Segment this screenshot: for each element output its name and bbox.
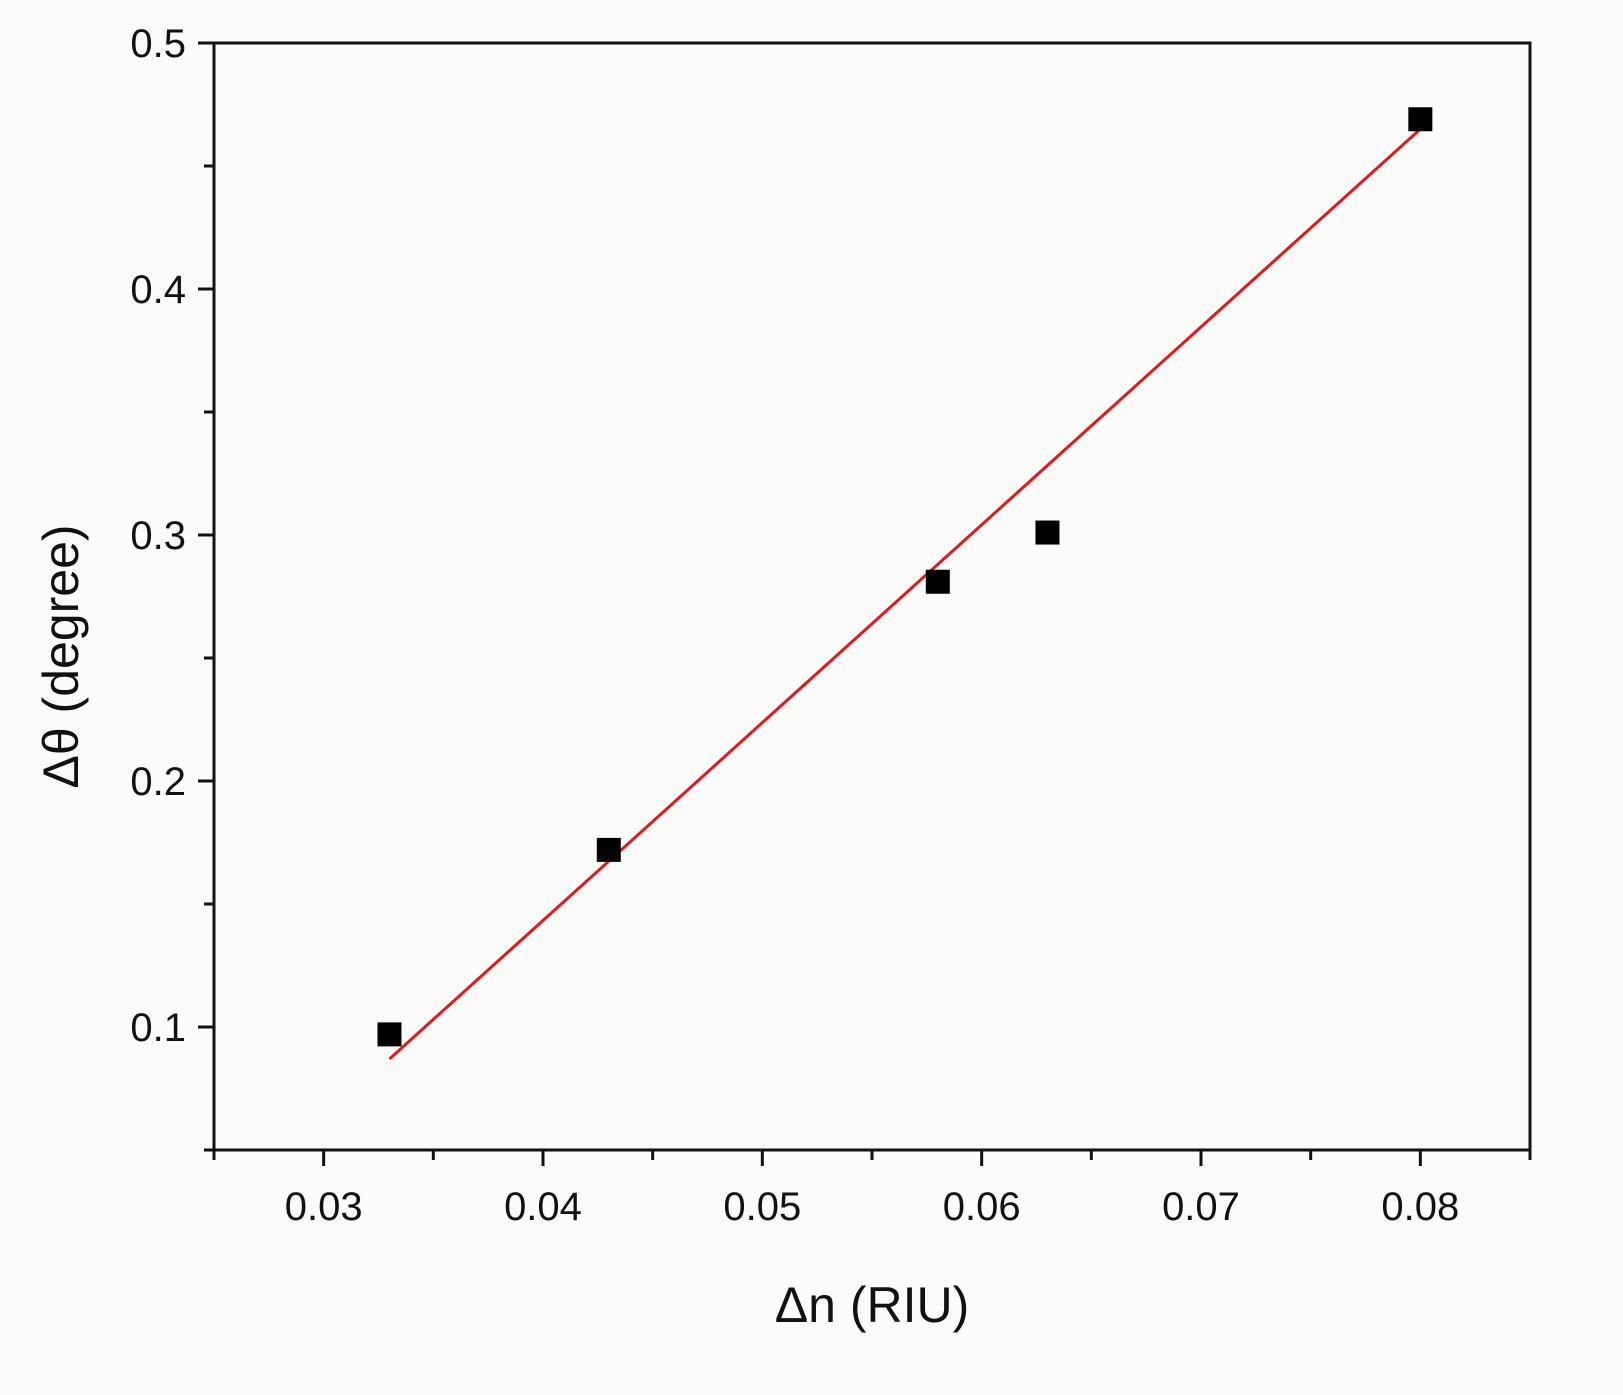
fit-line xyxy=(388,127,1422,1061)
y-tick-label: 0.2 xyxy=(130,760,186,804)
axes: 0.03 0.04 0.05 0.06 0.07 0.08 0.1 0.2 0.3 0.4 0.5 xyxy=(130,22,1532,1229)
y-axis-label: Δθ (degree) xyxy=(33,524,89,788)
y-tick-label: 0.5 xyxy=(130,22,186,66)
data-point xyxy=(377,1022,402,1047)
fit-line-group xyxy=(388,127,1422,1061)
data-point xyxy=(1408,107,1433,132)
data-points xyxy=(377,107,1433,1047)
y-tick-label: 0.1 xyxy=(130,1006,186,1050)
y-tick-label: 0.3 xyxy=(130,514,186,558)
x-tick-label: 0.08 xyxy=(1381,1185,1459,1229)
x-tick-label: 0.04 xyxy=(504,1185,582,1229)
x-tick-label: 0.06 xyxy=(943,1185,1021,1229)
data-point xyxy=(925,569,950,594)
data-point xyxy=(1035,520,1060,545)
y-tick-label: 0.4 xyxy=(130,268,186,312)
x-tick-label: 0.05 xyxy=(723,1185,801,1229)
x-axis-label: Δn (RIU) xyxy=(775,1277,970,1333)
axis-labels: Δn (RIU) Δθ (degree) xyxy=(33,524,969,1333)
data-point xyxy=(596,837,621,862)
x-tick-label: 0.07 xyxy=(1162,1185,1240,1229)
x-tick-label: 0.03 xyxy=(285,1185,363,1229)
